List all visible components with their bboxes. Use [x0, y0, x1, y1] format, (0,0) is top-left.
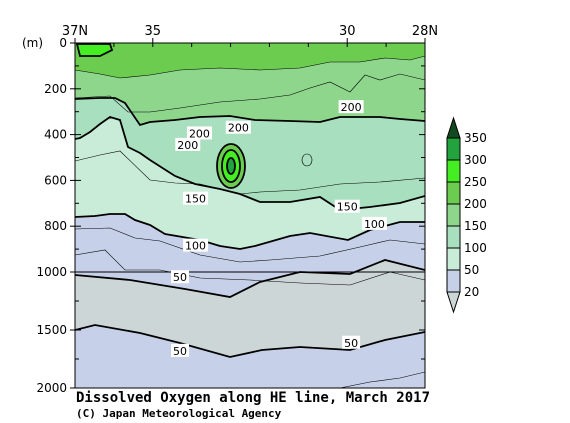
contour-label: 150: [185, 193, 206, 206]
contour-label-bg: [183, 191, 209, 205]
colorbar-label: 200: [464, 197, 487, 211]
colorbar-segment: [446, 225, 461, 249]
x-axis: 37N 35 30 28N: [62, 24, 438, 47]
y-tick-label: 2000: [36, 381, 67, 395]
contour-label: 150: [337, 201, 358, 214]
colorbar: 20 50 100 150 200 250 300 350: [446, 116, 487, 314]
contour-label: 50: [173, 271, 187, 284]
contour-label-bg: [183, 238, 209, 252]
band-300-350-surface: [77, 44, 112, 56]
contour-300-surface: [75, 43, 114, 57]
contour-label: 50: [344, 337, 358, 350]
contour-label: 50: [173, 345, 187, 358]
contour-225-thin: [75, 73, 425, 113]
contour-label-bg: [175, 137, 201, 151]
contour-label: 200: [228, 122, 249, 135]
x-tick-label: 30: [339, 24, 356, 39]
y-tick-label: 400: [44, 128, 67, 142]
colorbar-segment: [446, 247, 461, 271]
core-contour-200: [216, 143, 246, 189]
colorbar-label: 150: [464, 219, 487, 233]
y-unit-label: (m): [22, 36, 43, 50]
contour-label-bg: [171, 270, 189, 284]
y-tick-label: 1500: [36, 323, 67, 337]
contour-100: [75, 213, 425, 250]
colorbar-label: 20: [464, 285, 479, 299]
contour-label-bg: [171, 343, 189, 357]
small-eddy-contour: [301, 153, 313, 167]
contour-label: 100: [364, 218, 385, 231]
band-250-300: [75, 43, 425, 78]
x-tick-label: 28N: [412, 24, 438, 39]
core-contour-300: [226, 157, 236, 175]
core-contour-250: [221, 149, 241, 183]
colorbar-segment: [446, 159, 461, 183]
contour-label: 200: [177, 139, 198, 152]
x-tick-label: 37N: [62, 24, 88, 39]
contour-label: 200: [189, 127, 210, 140]
thin-contours: [75, 55, 425, 388]
contour-label-bg: [338, 100, 364, 114]
contour-50-upper: [75, 259, 425, 298]
contour-50-lower: [75, 324, 425, 358]
contour-field: [75, 43, 425, 388]
contour-75-thin: [75, 249, 425, 286]
core-blob-300: [227, 158, 235, 174]
contour-250-thin: [75, 55, 425, 79]
colorbar-top-arrow: [446, 116, 461, 139]
plot-frame: [74, 42, 426, 389]
contour-125-thin: [75, 227, 425, 263]
y-axis: (m) 0 200 400 600 800 1000 1500 2000: [22, 36, 425, 395]
chart-title: Dissolved Oxygen along HE line, March 20…: [76, 390, 431, 406]
colorbar-label: 50: [464, 263, 479, 277]
colorbar-segment: [446, 203, 461, 227]
contour-label: 200: [341, 101, 362, 114]
colorbar-segment: [446, 181, 461, 205]
contour-label-bg: [186, 126, 212, 140]
contour-label-bg: [342, 335, 361, 349]
credit-line: (C) Japan Meteorological Agency: [76, 407, 282, 420]
colorbar-segment: [446, 137, 461, 161]
contour-25-thin: [339, 371, 425, 388]
colorbar-label: 100: [464, 241, 487, 255]
contour-label-bg: [361, 216, 387, 230]
contour-label-bg: [225, 120, 251, 134]
colorbar-label: 300: [464, 153, 487, 167]
y-tick-label: 600: [44, 173, 67, 187]
y-tick-label: 1000: [36, 265, 67, 279]
colorbar-label: 350: [464, 131, 487, 145]
x-tick-label: 35: [145, 24, 162, 39]
colorbar-bottom-arrow: [446, 291, 461, 314]
y-tick-label: 200: [44, 82, 67, 96]
colorbar-label: 250: [464, 175, 487, 189]
y-tick-label: 800: [44, 219, 67, 233]
y-tick-label: 0: [59, 36, 67, 50]
contour-label-bg: [334, 199, 360, 213]
contour-label: 100: [185, 240, 206, 253]
contour-200: [75, 97, 425, 127]
colorbar-segment: [446, 269, 461, 293]
